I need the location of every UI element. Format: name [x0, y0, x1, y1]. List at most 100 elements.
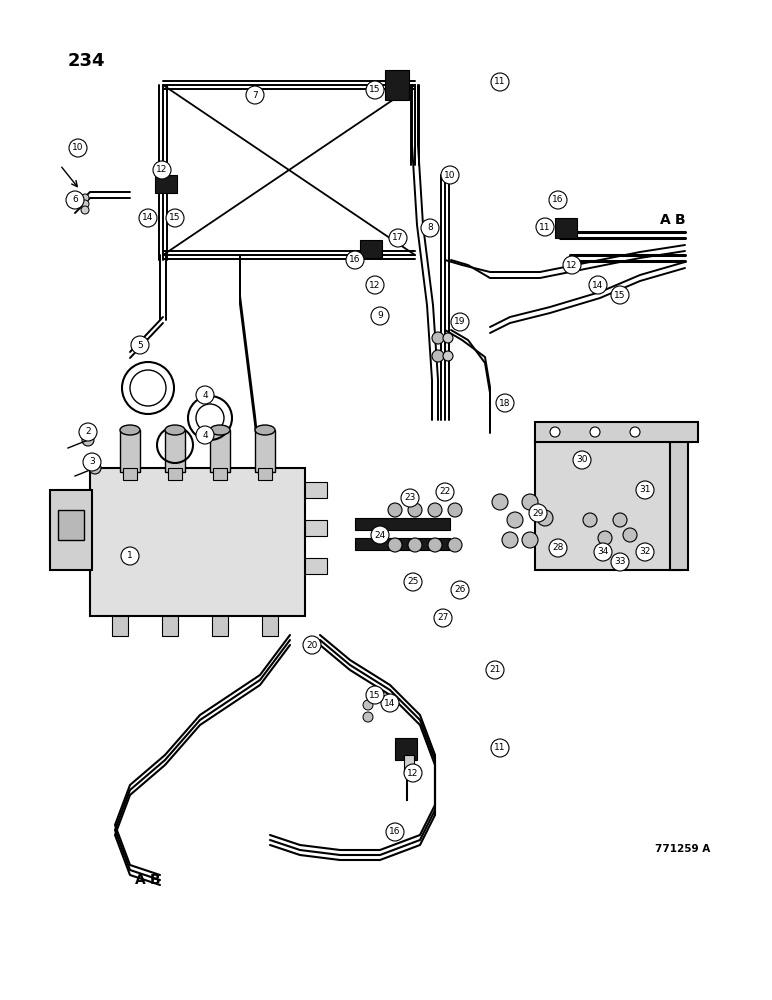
Text: 16: 16	[552, 196, 564, 205]
Text: 22: 22	[439, 488, 451, 496]
Circle shape	[573, 451, 591, 469]
Circle shape	[434, 609, 452, 627]
Circle shape	[408, 538, 422, 552]
Bar	[213, 468, 227, 480]
Bar	[535, 422, 698, 442]
Circle shape	[448, 538, 462, 552]
Ellipse shape	[165, 425, 185, 435]
Text: 15: 15	[369, 690, 381, 700]
Circle shape	[590, 427, 600, 437]
Text: A: A	[660, 213, 671, 227]
Circle shape	[563, 256, 581, 274]
Bar	[355, 538, 450, 550]
Circle shape	[371, 307, 389, 325]
Text: 12: 12	[369, 280, 381, 290]
Circle shape	[441, 166, 459, 184]
Circle shape	[404, 573, 422, 591]
Circle shape	[636, 543, 654, 561]
Text: B: B	[150, 873, 161, 887]
FancyBboxPatch shape	[535, 440, 680, 570]
Text: 32: 32	[639, 548, 651, 556]
Bar	[162, 616, 178, 636]
Text: 27: 27	[437, 613, 449, 622]
Circle shape	[89, 462, 101, 474]
Circle shape	[522, 494, 538, 510]
Circle shape	[196, 386, 214, 404]
Circle shape	[388, 538, 402, 552]
Circle shape	[81, 200, 89, 208]
Circle shape	[131, 336, 149, 354]
Circle shape	[443, 351, 453, 361]
Text: 9: 9	[378, 312, 383, 320]
Circle shape	[451, 581, 469, 599]
Text: B: B	[675, 213, 686, 227]
Bar	[305, 558, 327, 574]
Ellipse shape	[255, 425, 275, 435]
FancyBboxPatch shape	[50, 490, 92, 570]
Bar	[155, 175, 177, 193]
Circle shape	[583, 513, 597, 527]
Text: 6: 6	[72, 196, 78, 205]
Text: 14: 14	[142, 214, 154, 223]
Circle shape	[366, 686, 384, 704]
Circle shape	[492, 494, 508, 510]
Bar	[305, 520, 327, 536]
Text: 2: 2	[85, 428, 91, 436]
Text: 7: 7	[252, 91, 258, 100]
Circle shape	[428, 538, 442, 552]
Text: 26: 26	[454, 585, 466, 594]
Circle shape	[522, 532, 538, 548]
Text: 28: 28	[552, 544, 564, 552]
Bar	[165, 430, 185, 472]
Text: 31: 31	[639, 486, 651, 494]
Bar	[395, 738, 417, 760]
Circle shape	[491, 739, 509, 757]
Circle shape	[451, 313, 469, 331]
Circle shape	[594, 543, 612, 561]
Text: 14: 14	[592, 280, 604, 290]
Text: 24: 24	[374, 530, 386, 540]
Circle shape	[507, 512, 523, 528]
Circle shape	[81, 206, 89, 214]
Circle shape	[69, 139, 87, 157]
Circle shape	[196, 426, 214, 444]
FancyBboxPatch shape	[90, 468, 305, 616]
Circle shape	[529, 504, 547, 522]
Text: 1: 1	[127, 552, 133, 560]
Text: 11: 11	[540, 223, 550, 232]
Text: 4: 4	[202, 430, 208, 440]
Bar	[305, 482, 327, 498]
Bar	[112, 616, 128, 636]
Circle shape	[381, 694, 399, 712]
Ellipse shape	[210, 425, 230, 435]
Bar	[360, 240, 382, 258]
Bar	[255, 430, 275, 472]
Text: 10: 10	[444, 170, 455, 180]
Bar	[123, 468, 137, 480]
Bar	[58, 510, 84, 540]
Circle shape	[448, 503, 462, 517]
Circle shape	[388, 503, 402, 517]
Text: 10: 10	[73, 143, 83, 152]
Text: 33: 33	[615, 558, 626, 566]
Text: 11: 11	[494, 744, 506, 752]
Circle shape	[66, 191, 84, 209]
Circle shape	[537, 510, 553, 526]
Circle shape	[549, 191, 567, 209]
Text: 15: 15	[169, 214, 181, 223]
Text: 30: 30	[576, 456, 587, 464]
Circle shape	[153, 161, 171, 179]
Circle shape	[346, 251, 364, 269]
Circle shape	[550, 427, 560, 437]
Circle shape	[436, 483, 454, 501]
Bar	[355, 518, 450, 530]
Bar	[555, 218, 577, 238]
Circle shape	[366, 276, 384, 294]
Circle shape	[81, 194, 89, 202]
Circle shape	[139, 209, 157, 227]
Text: 3: 3	[89, 458, 95, 466]
Text: 19: 19	[454, 318, 466, 326]
Text: 12: 12	[567, 260, 577, 269]
Bar	[262, 616, 278, 636]
Circle shape	[598, 531, 612, 545]
